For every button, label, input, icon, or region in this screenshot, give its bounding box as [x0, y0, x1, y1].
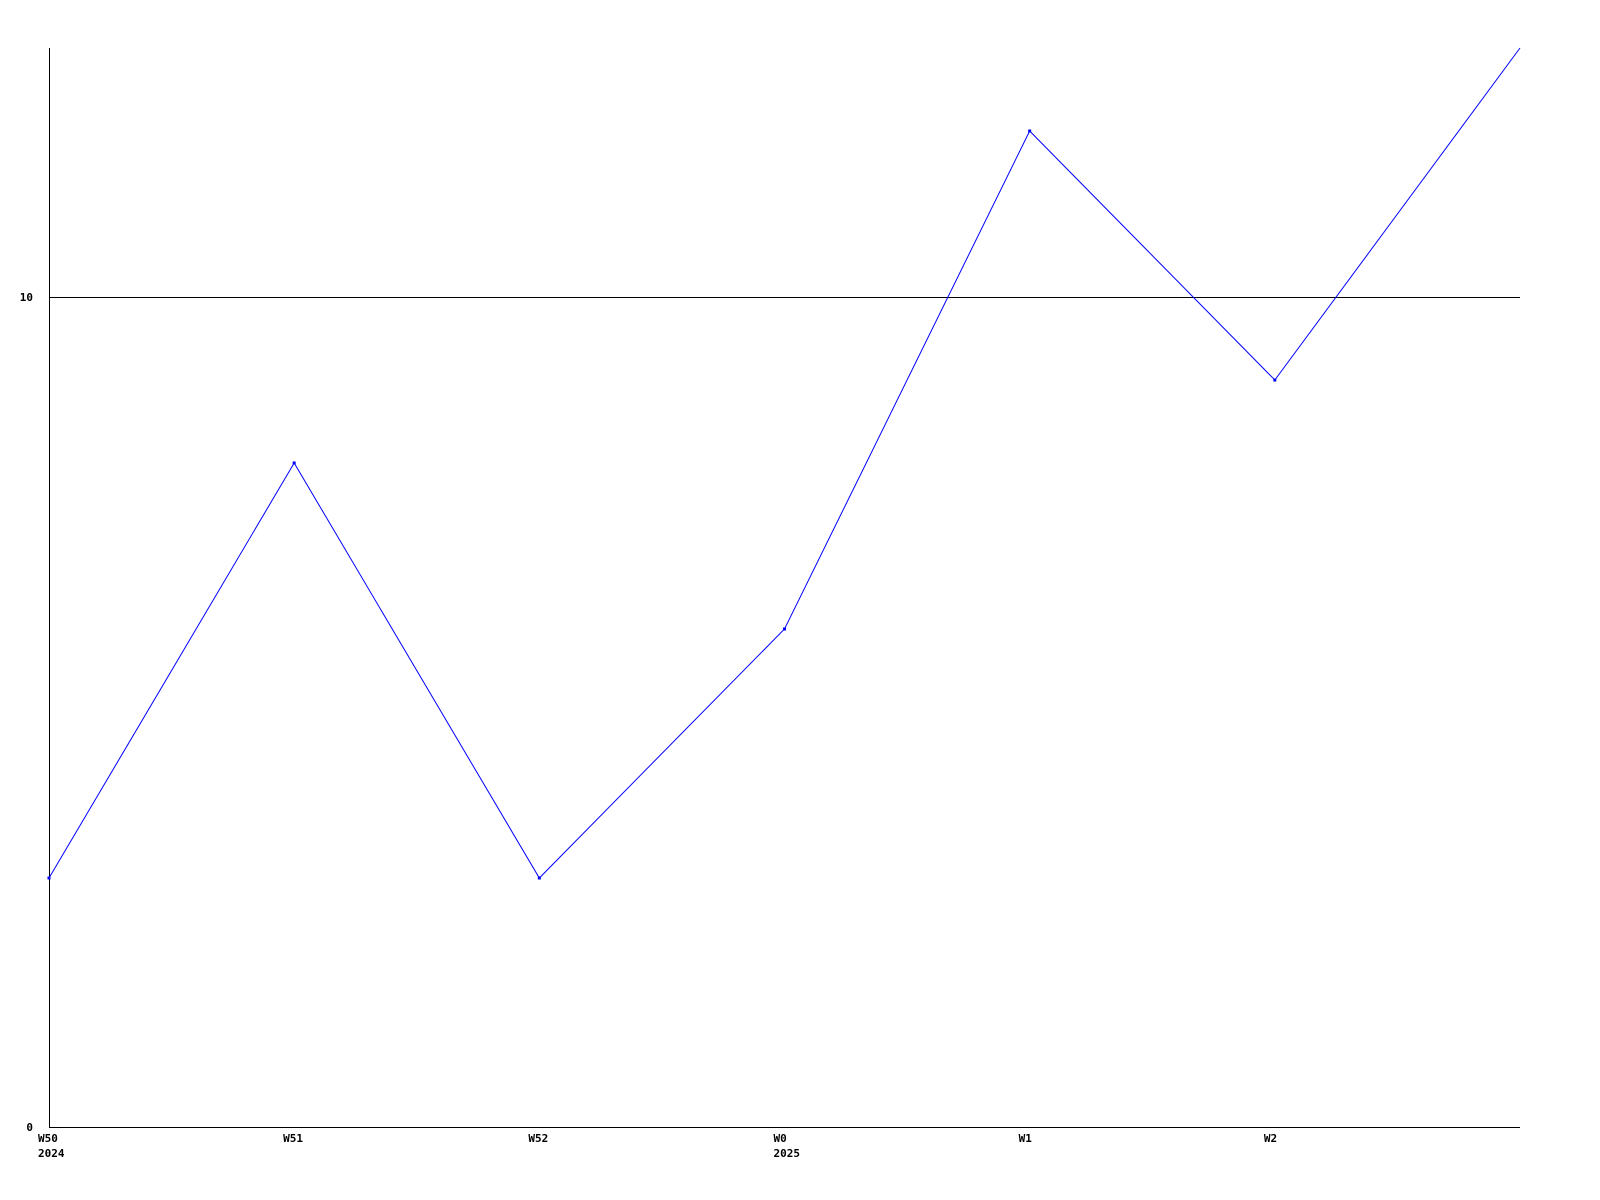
x-tick-label: W1 [1019, 1132, 1033, 1145]
y-ticks: 0 10 [20, 291, 1520, 1134]
y-tick-label: 10 [20, 291, 33, 304]
series-group [47, 47, 1521, 880]
data-point [783, 627, 786, 631]
data-point [1273, 378, 1277, 382]
data-point [47, 876, 51, 880]
y-tick-label: 0 [26, 1121, 33, 1134]
x-ticks: W50 2024 W51 W52 W0 2025 W1 W2 [38, 1132, 1277, 1160]
data-point [1028, 129, 1032, 133]
x-tick-year-label: 2024 [38, 1147, 65, 1160]
x-tick-label: W51 [283, 1132, 303, 1145]
x-tick-year-label: 2025 [774, 1147, 801, 1160]
data-point [292, 461, 296, 465]
x-tick-label: W2 [1264, 1132, 1277, 1145]
x-tick-label: W50 [38, 1132, 58, 1145]
x-tick-label: W0 [774, 1132, 787, 1145]
series-line [48, 47, 1521, 879]
x-tick-label: W52 [528, 1132, 548, 1145]
data-point [537, 876, 541, 880]
